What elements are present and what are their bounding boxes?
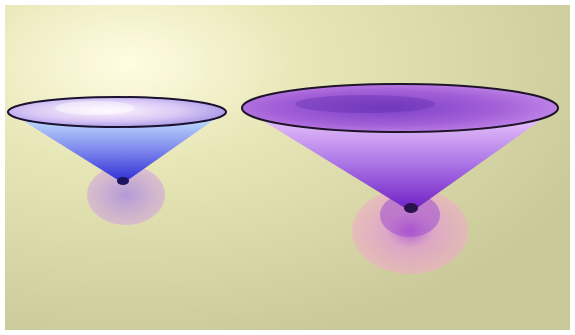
large-dish-rim	[241, 83, 559, 133]
small-cone-dish	[7, 96, 227, 225]
large-cone-dish	[241, 83, 559, 274]
small-dish-cone	[9, 112, 225, 182]
large-dish-cone	[242, 108, 558, 211]
large-dish-hub	[404, 203, 418, 213]
small-dish-shadow	[87, 165, 165, 225]
small-dish-glint	[55, 101, 135, 115]
large-dish-rim-shade	[295, 95, 435, 113]
background	[5, 5, 570, 330]
rendered-scene	[5, 5, 570, 330]
small-dish-rim	[7, 96, 227, 128]
small-dish-hub	[117, 177, 129, 185]
large-dish-inner-shadow	[380, 193, 440, 237]
